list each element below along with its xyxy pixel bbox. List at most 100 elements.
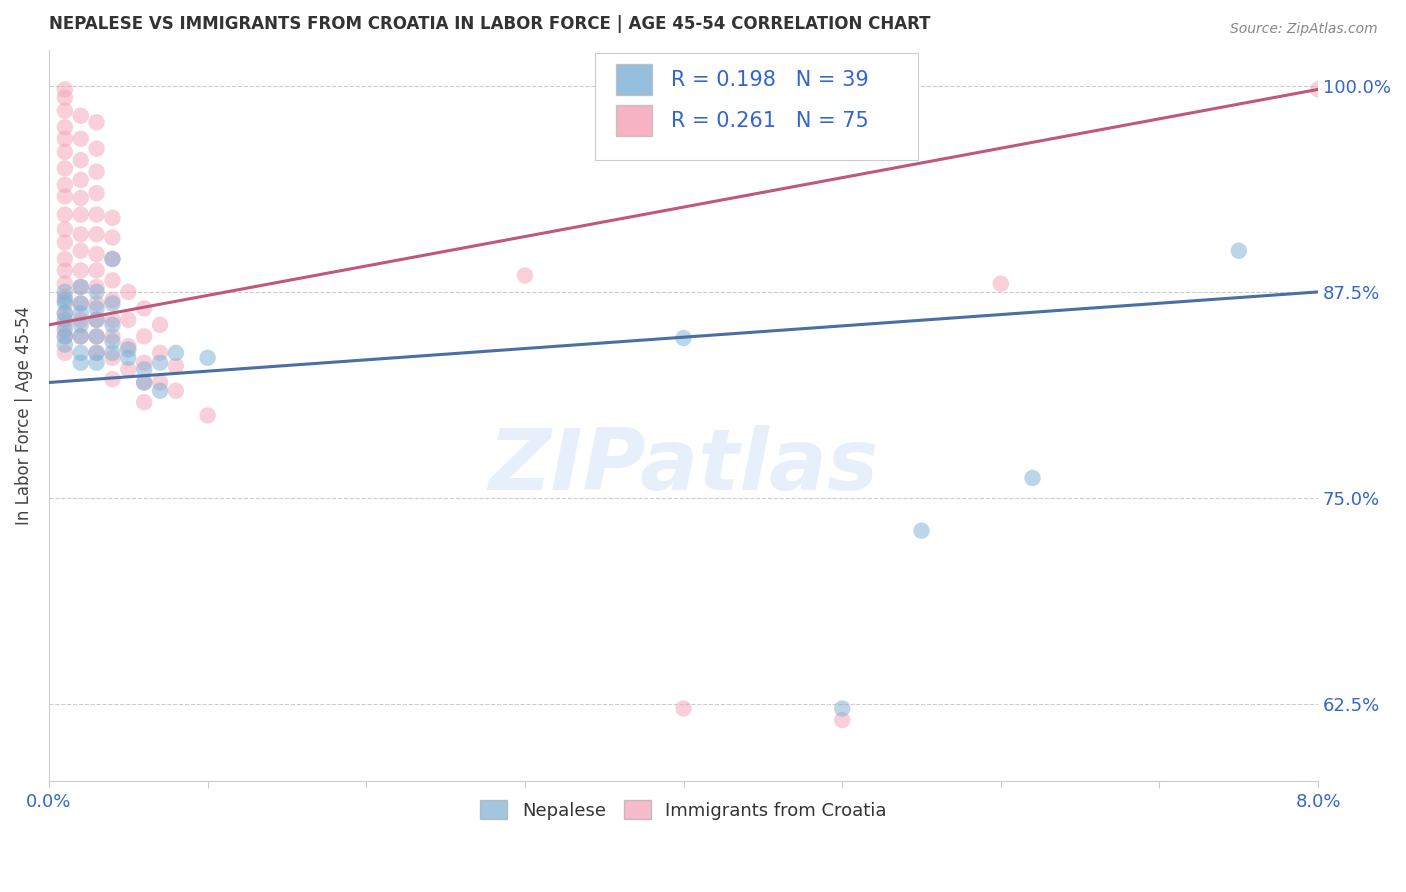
- Y-axis label: In Labor Force | Age 45-54: In Labor Force | Age 45-54: [15, 306, 32, 524]
- Point: [86, 313, 108, 327]
- Point: [53, 103, 76, 118]
- Point: [1308, 82, 1330, 96]
- Point: [69, 346, 91, 360]
- Point: [53, 277, 76, 291]
- Point: [86, 207, 108, 221]
- Point: [69, 280, 91, 294]
- Point: [134, 395, 156, 409]
- Point: [101, 318, 124, 332]
- Point: [101, 334, 124, 349]
- Point: [165, 359, 187, 373]
- Point: [165, 384, 187, 398]
- Point: [86, 296, 108, 310]
- Point: [86, 186, 108, 200]
- Point: [101, 252, 124, 266]
- Point: [53, 161, 76, 176]
- Point: [69, 207, 91, 221]
- Point: [86, 329, 108, 343]
- Point: [1227, 244, 1250, 258]
- Point: [69, 296, 91, 310]
- Point: [134, 376, 156, 390]
- Point: [101, 329, 124, 343]
- Point: [53, 323, 76, 337]
- Point: [86, 164, 108, 178]
- Point: [69, 329, 91, 343]
- Point: [149, 318, 172, 332]
- Point: [53, 337, 76, 351]
- Point: [53, 306, 76, 320]
- Point: [69, 227, 91, 242]
- Legend: Nepalese, Immigrants from Croatia: Nepalese, Immigrants from Croatia: [472, 793, 894, 827]
- Point: [117, 339, 139, 353]
- Point: [101, 211, 124, 225]
- Text: Source: ZipAtlas.com: Source: ZipAtlas.com: [1230, 22, 1378, 37]
- FancyBboxPatch shape: [595, 54, 918, 160]
- Point: [117, 313, 139, 327]
- Point: [1021, 471, 1043, 485]
- FancyBboxPatch shape: [616, 64, 652, 95]
- Point: [197, 409, 219, 423]
- Point: [53, 318, 76, 332]
- Point: [69, 191, 91, 205]
- Point: [53, 235, 76, 250]
- Point: [69, 109, 91, 123]
- Point: [69, 263, 91, 277]
- Point: [53, 263, 76, 277]
- Point: [53, 82, 76, 96]
- Point: [53, 189, 76, 203]
- FancyBboxPatch shape: [616, 105, 652, 136]
- Point: [86, 115, 108, 129]
- Point: [86, 329, 108, 343]
- Point: [197, 351, 219, 365]
- Point: [101, 252, 124, 266]
- Point: [101, 273, 124, 287]
- Point: [134, 329, 156, 343]
- Point: [53, 178, 76, 192]
- Point: [69, 244, 91, 258]
- Point: [117, 343, 139, 357]
- Point: [86, 346, 108, 360]
- Point: [831, 713, 853, 727]
- Point: [86, 263, 108, 277]
- Point: [101, 296, 124, 310]
- Point: [101, 293, 124, 307]
- Point: [53, 290, 76, 304]
- Point: [134, 376, 156, 390]
- Point: [134, 301, 156, 316]
- Point: [69, 296, 91, 310]
- Point: [990, 277, 1012, 291]
- Point: [53, 132, 76, 146]
- Point: [86, 285, 108, 299]
- Point: [69, 132, 91, 146]
- Point: [69, 280, 91, 294]
- Point: [513, 268, 536, 283]
- Point: [86, 313, 108, 327]
- Point: [69, 318, 91, 332]
- Point: [134, 362, 156, 376]
- Point: [53, 306, 76, 320]
- Point: [672, 701, 695, 715]
- Point: [149, 384, 172, 398]
- Point: [53, 120, 76, 135]
- Point: [53, 293, 76, 307]
- Point: [101, 230, 124, 244]
- Point: [86, 356, 108, 370]
- Text: ZIPatlas: ZIPatlas: [488, 425, 879, 508]
- Point: [53, 285, 76, 299]
- Point: [53, 252, 76, 266]
- Point: [86, 280, 108, 294]
- Point: [101, 372, 124, 386]
- Point: [165, 346, 187, 360]
- Point: [117, 285, 139, 299]
- Point: [69, 173, 91, 187]
- Point: [672, 331, 695, 345]
- Point: [53, 329, 76, 343]
- Point: [69, 329, 91, 343]
- Text: R = 0.198   N = 39: R = 0.198 N = 39: [671, 70, 869, 90]
- Point: [69, 313, 91, 327]
- Point: [53, 222, 76, 236]
- Point: [53, 145, 76, 159]
- Text: NEPALESE VS IMMIGRANTS FROM CROATIA IN LABOR FORCE | AGE 45-54 CORRELATION CHART: NEPALESE VS IMMIGRANTS FROM CROATIA IN L…: [49, 15, 931, 33]
- Point: [86, 142, 108, 156]
- Point: [134, 356, 156, 370]
